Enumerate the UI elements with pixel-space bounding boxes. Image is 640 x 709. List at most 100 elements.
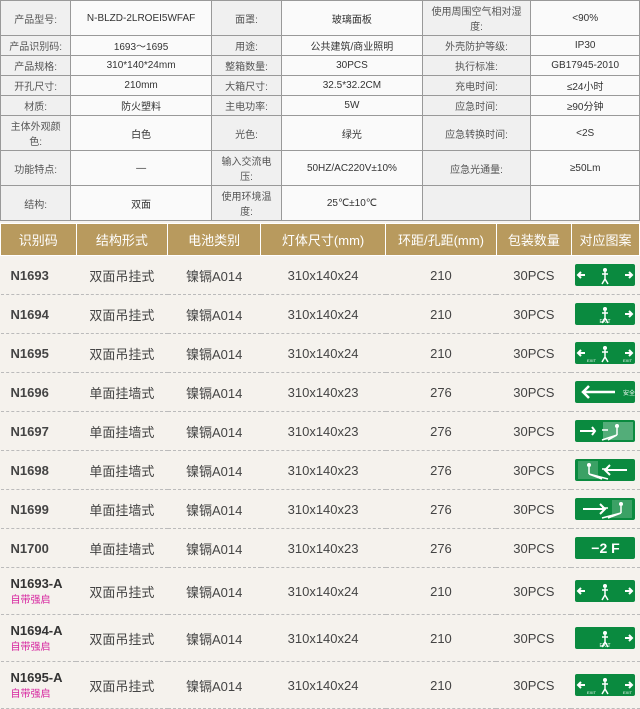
code-cell: N1700 (1, 529, 77, 568)
qty-cell: 30PCS (496, 662, 571, 709)
spec-label: 使用环境温度: (211, 186, 281, 221)
sign-cell: EXIT (571, 295, 639, 334)
exit-sign-icon: EXITEXIT (575, 342, 635, 364)
table-row: N1695-A自带强启双面吊挂式镍镉A014310x140x2421030PCS… (1, 662, 640, 709)
spec-label: 产品识别码: (1, 36, 71, 56)
spec-value: 双面 (71, 186, 212, 221)
svg-text:EXIT: EXIT (623, 690, 632, 695)
spec-label: 光色: (211, 116, 281, 151)
table-row: N1695双面吊挂式镍镉A014310x140x2421030PCSEXITEX… (1, 334, 640, 373)
col-header: 包装数量 (496, 224, 571, 256)
main-table: 识别码结构形式电池类别灯体尺寸(mm)环距/孔距(mm)包装数量对应图案 N16… (0, 223, 640, 709)
exit-sign-icon: 安全出口 (575, 381, 635, 403)
svg-text:EXIT: EXIT (587, 690, 596, 695)
code-cell: N1698 (1, 451, 77, 490)
form-cell: 双面吊挂式 (76, 295, 168, 334)
sign-cell (571, 568, 639, 615)
qty-cell: 30PCS (496, 568, 571, 615)
form-cell: 单面挂墙式 (76, 412, 168, 451)
svg-text:EXIT: EXIT (623, 358, 632, 363)
spec-value: 25℃±10℃ (282, 186, 423, 221)
bat-cell: 镍镉A014 (168, 295, 261, 334)
col-header: 电池类别 (168, 224, 261, 256)
form-cell: 单面挂墙式 (76, 529, 168, 568)
sign-cell: −2 F (571, 529, 639, 568)
spec-label: 执行标准: (422, 56, 531, 76)
spec-label: 主电功率: (211, 96, 281, 116)
exit-sign-icon (575, 580, 635, 602)
size-cell: 310x140x24 (261, 256, 386, 295)
spec-value: ≥50Lm (531, 151, 640, 186)
table-row: N1697单面挂墙式镍镉A014310x140x2327630PCS (1, 412, 640, 451)
sign-cell (571, 412, 639, 451)
spec-label: 用途: (211, 36, 281, 56)
spec-label: 应急光通量: (422, 151, 531, 186)
spec-value: N-BLZD-2LROEI5WFAF (71, 1, 212, 36)
dist-cell: 210 (386, 295, 497, 334)
spec-value: ≥90分钟 (531, 96, 640, 116)
dist-cell: 276 (386, 373, 497, 412)
sign-cell (571, 490, 639, 529)
bat-cell: 镍镉A014 (168, 256, 261, 295)
exit-sign-icon (575, 420, 635, 442)
code-cell: N1693 (1, 256, 77, 295)
spec-label: 开孔尺寸: (1, 76, 71, 96)
bat-cell: 镍镉A014 (168, 662, 261, 709)
form-cell: 双面吊挂式 (76, 615, 168, 662)
exit-sign-icon: EXIT (575, 303, 635, 325)
bat-cell: 镍镉A014 (168, 615, 261, 662)
spec-table: 产品型号:N-BLZD-2LROEI5WFAF面罩:玻璃面板使用周围空气相对湿度… (0, 0, 640, 221)
code-cell: N1694 (1, 295, 77, 334)
spec-value: 5W (282, 96, 423, 116)
table-row: N1699单面挂墙式镍镉A014310x140x2327630PCS (1, 490, 640, 529)
form-cell: 双面吊挂式 (76, 568, 168, 615)
dist-cell: 210 (386, 256, 497, 295)
code-cell: N1696 (1, 373, 77, 412)
spec-value: 310*140*24mm (71, 56, 212, 76)
spec-value: 绿光 (282, 116, 423, 151)
form-cell: 单面挂墙式 (76, 490, 168, 529)
form-cell: 双面吊挂式 (76, 334, 168, 373)
spec-label: 材质: (1, 96, 71, 116)
code-cell: N1699 (1, 490, 77, 529)
bat-cell: 镍镉A014 (168, 568, 261, 615)
spec-label: 应急时间: (422, 96, 531, 116)
col-header: 识别码 (1, 224, 77, 256)
table-row: N1693双面吊挂式镍镉A014310x140x2421030PCS (1, 256, 640, 295)
spec-label: 应急转换时间: (422, 116, 531, 151)
size-cell: 310x140x23 (261, 373, 386, 412)
code-cell: N1697 (1, 412, 77, 451)
sign-cell: EXITEXIT (571, 334, 639, 373)
form-cell: 双面吊挂式 (76, 662, 168, 709)
bat-cell: 镍镉A014 (168, 334, 261, 373)
col-header: 环距/孔距(mm) (386, 224, 497, 256)
spec-value: — (71, 151, 212, 186)
bat-cell: 镍镉A014 (168, 490, 261, 529)
spec-label: 充电时间: (422, 76, 531, 96)
bat-cell: 镍镉A014 (168, 529, 261, 568)
sign-cell (571, 451, 639, 490)
spec-value: <2S (531, 116, 640, 151)
spec-value: 50HZ/AC220V±10% (282, 151, 423, 186)
spec-label: 大箱尺寸: (211, 76, 281, 96)
spec-value: 32.5*32.2CM (282, 76, 423, 96)
code-cell: N1695 (1, 334, 77, 373)
spec-value: ≤24小时 (531, 76, 640, 96)
exit-sign-icon: EXIT EXIT (575, 674, 635, 696)
bat-cell: 镍镉A014 (168, 373, 261, 412)
dist-cell: 210 (386, 334, 497, 373)
spec-value: 玻璃面板 (282, 1, 423, 36)
dist-cell: 276 (386, 451, 497, 490)
spec-label: 主体外观颜色: (1, 116, 71, 151)
qty-cell: 30PCS (496, 256, 571, 295)
spec-label: 外壳防护等级: (422, 36, 531, 56)
table-row: N1698单面挂墙式镍镉A014310x140x2327630PCS (1, 451, 640, 490)
bat-cell: 镍镉A014 (168, 451, 261, 490)
qty-cell: 30PCS (496, 615, 571, 662)
sign-cell (571, 256, 639, 295)
exit-sign-icon: EXIT (575, 627, 635, 649)
form-cell: 双面吊挂式 (76, 256, 168, 295)
sign-cell: 安全出口 (571, 373, 639, 412)
qty-cell: 30PCS (496, 490, 571, 529)
size-cell: 310x140x24 (261, 615, 386, 662)
